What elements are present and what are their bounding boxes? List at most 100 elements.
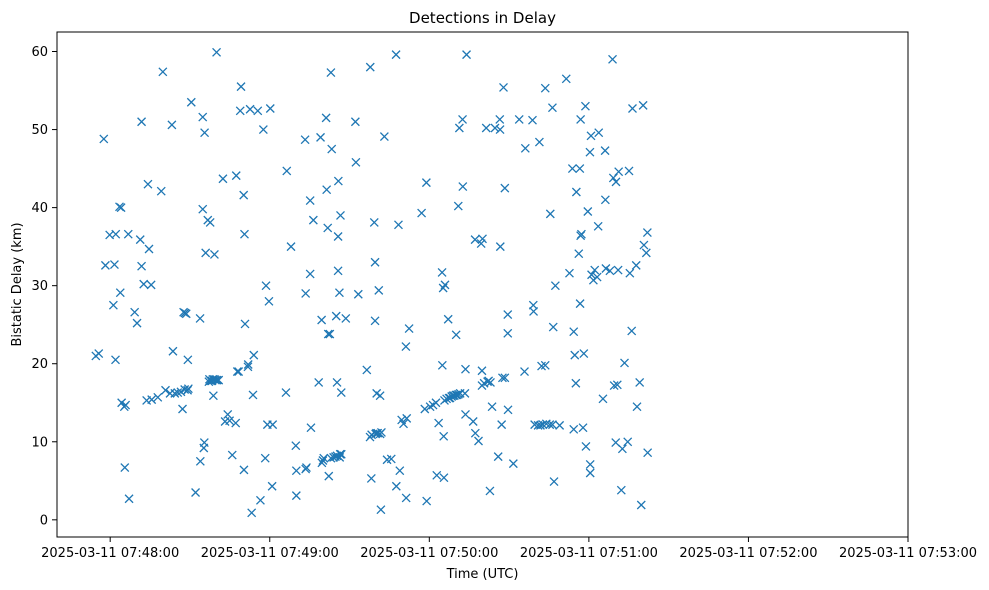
- data-point-230: [495, 114, 505, 124]
- x-tick-label-4: 2025-03-11 07:52:00: [679, 546, 817, 561]
- data-point-268: [569, 424, 579, 434]
- data-point-88: [247, 508, 257, 518]
- data-point-90: [249, 350, 259, 360]
- data-point-282: [585, 147, 595, 157]
- data-point-173: [399, 419, 408, 429]
- data-point-232: [495, 242, 505, 252]
- data-point-68: [212, 47, 222, 57]
- data-point-163: [376, 505, 386, 515]
- data-point-22: [137, 117, 147, 127]
- data-point-253: [538, 420, 548, 430]
- data-point-31: [158, 67, 168, 77]
- data-point-202: [451, 330, 461, 340]
- data-point-210: [460, 388, 470, 398]
- data-point-67: [211, 375, 220, 385]
- data-point-70: [214, 375, 224, 385]
- data-point-318: [642, 228, 652, 238]
- data-point-6: [109, 260, 119, 270]
- x-tick-label-0: 2025-03-11 07:48:00: [41, 546, 179, 561]
- data-point-103: [286, 242, 296, 252]
- data-point-30: [156, 186, 166, 196]
- data-point-107: [300, 135, 310, 145]
- data-point-242: [514, 114, 524, 124]
- data-point-260: [547, 103, 557, 113]
- data-markers: [91, 47, 653, 518]
- data-point-184: [431, 398, 441, 408]
- data-point-97: [264, 296, 274, 306]
- data-point-76: [231, 418, 241, 428]
- data-point-251: [536, 420, 545, 430]
- data-point-69: [212, 375, 222, 385]
- y-tick-label-1: 10: [31, 435, 48, 450]
- data-point-94: [260, 453, 270, 463]
- data-point-177: [404, 324, 414, 334]
- data-point-241: [508, 459, 518, 469]
- data-point-204: [453, 201, 463, 211]
- y-axis-label: Bistatic Delay (km): [10, 222, 25, 346]
- data-point-75: [231, 171, 241, 181]
- data-point-226: [486, 377, 495, 387]
- data-point-85: [243, 362, 253, 372]
- data-point-127: [326, 68, 336, 78]
- data-point-15: [120, 463, 130, 472]
- data-point-27: [146, 280, 156, 290]
- data-point-262: [549, 477, 559, 487]
- data-point-86: [243, 360, 253, 369]
- data-point-196: [444, 393, 454, 403]
- data-point-112: [305, 269, 315, 279]
- data-point-193: [440, 280, 450, 290]
- y-tick-label-5: 50: [31, 123, 48, 138]
- data-point-186: [434, 418, 444, 428]
- plot-area: [56, 31, 909, 538]
- data-point-304: [617, 444, 627, 454]
- data-point-155: [370, 257, 380, 267]
- data-point-49: [195, 313, 205, 323]
- data-point-313: [635, 377, 645, 387]
- data-point-118: [317, 458, 327, 468]
- data-point-261: [548, 322, 558, 332]
- data-point-169: [391, 481, 401, 491]
- data-point-101: [282, 166, 292, 176]
- data-point-317: [641, 248, 651, 258]
- data-point-208: [458, 114, 468, 124]
- data-point-149: [365, 62, 375, 72]
- data-point-167: [386, 454, 396, 464]
- data-point-315: [638, 100, 648, 110]
- data-point-11: [116, 203, 126, 213]
- data-point-21: [137, 261, 147, 271]
- data-point-295: [608, 54, 618, 64]
- data-point-8: [111, 355, 120, 365]
- data-point-306: [623, 437, 633, 447]
- data-point-170: [394, 220, 403, 230]
- data-point-322: [588, 275, 598, 285]
- data-point-137: [333, 176, 343, 186]
- data-point-148: [362, 365, 372, 375]
- data-point-320: [555, 420, 565, 430]
- data-point-113: [306, 423, 316, 433]
- data-point-245: [528, 115, 537, 125]
- data-point-240: [503, 405, 513, 415]
- data-point-279: [580, 101, 590, 111]
- data-point-243: [520, 143, 530, 153]
- data-point-280: [581, 441, 591, 451]
- data-point-35: [168, 346, 178, 356]
- data-point-206: [454, 123, 464, 133]
- data-point-55: [200, 128, 210, 138]
- data-point-257: [545, 420, 555, 430]
- y-tick-label-3: 30: [31, 279, 48, 294]
- data-point-95: [261, 281, 271, 291]
- data-point-254: [540, 83, 550, 93]
- data-point-188: [437, 360, 447, 370]
- data-point-111: [305, 196, 315, 206]
- data-point-219: [477, 366, 487, 376]
- data-point-222: [481, 123, 491, 133]
- data-point-45: [183, 384, 193, 394]
- data-point-16: [123, 229, 133, 239]
- data-point-235: [497, 373, 507, 383]
- data-point-143: [336, 449, 346, 459]
- data-point-20: [135, 235, 145, 245]
- data-point-312: [632, 402, 642, 412]
- data-point-79: [236, 82, 246, 92]
- data-point-74: [227, 450, 237, 460]
